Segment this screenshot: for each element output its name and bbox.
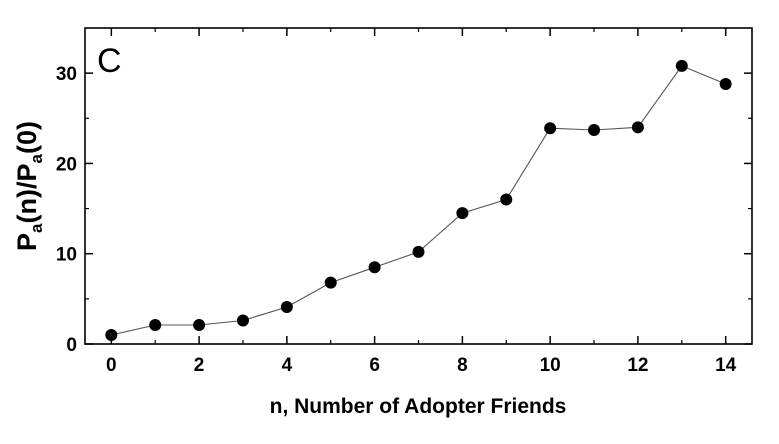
data-point: [588, 124, 601, 137]
data-point: [105, 328, 118, 341]
y-tick-label: 20: [56, 154, 77, 175]
tick-labels: 0 2 4 6 8 10 12 14 0 10 20 30: [56, 64, 737, 376]
x-tick-label: 12: [627, 355, 648, 376]
series-line: [111, 65, 726, 336]
x-tick-label: 8: [457, 355, 468, 376]
x-tick-label: 4: [282, 355, 293, 376]
data-point: [368, 261, 381, 274]
y-label-part-2: (n)/P: [12, 163, 42, 223]
x-axis-label: n, Number of Adopter Friends: [270, 395, 567, 418]
data-point: [675, 59, 688, 72]
data-point: [719, 77, 732, 90]
data-point: [456, 207, 469, 220]
y-label-sub-2: a: [27, 153, 46, 163]
data-point: [193, 319, 206, 332]
plot-frame: [84, 27, 753, 345]
y-tick-label: 0: [66, 335, 77, 356]
y-axis-label: Pa(n)/Pa(0): [12, 121, 46, 251]
y-label-part-3: (0): [12, 121, 42, 154]
data-point: [149, 319, 162, 332]
x-tick-label: 14: [715, 355, 737, 376]
y-label-sub-1: a: [27, 223, 46, 233]
x-tick-label: 10: [540, 355, 561, 376]
x-tick-label: 6: [369, 355, 380, 376]
data-point: [280, 300, 293, 313]
y-label-part-1: P: [12, 233, 42, 251]
data-point: [544, 122, 557, 135]
data-point: [631, 121, 644, 134]
x-tick-label: 0: [106, 355, 117, 376]
axis-ticks: [85, 28, 752, 345]
data-point: [500, 193, 513, 206]
panel-label: C: [97, 42, 122, 80]
data-point: [412, 245, 425, 258]
data-point: [324, 276, 337, 289]
y-tick-label: 30: [56, 64, 77, 85]
data-point: [236, 314, 249, 327]
y-tick-label: 10: [56, 245, 77, 266]
data-points: [105, 59, 732, 341]
x-tick-label: 2: [194, 355, 205, 376]
